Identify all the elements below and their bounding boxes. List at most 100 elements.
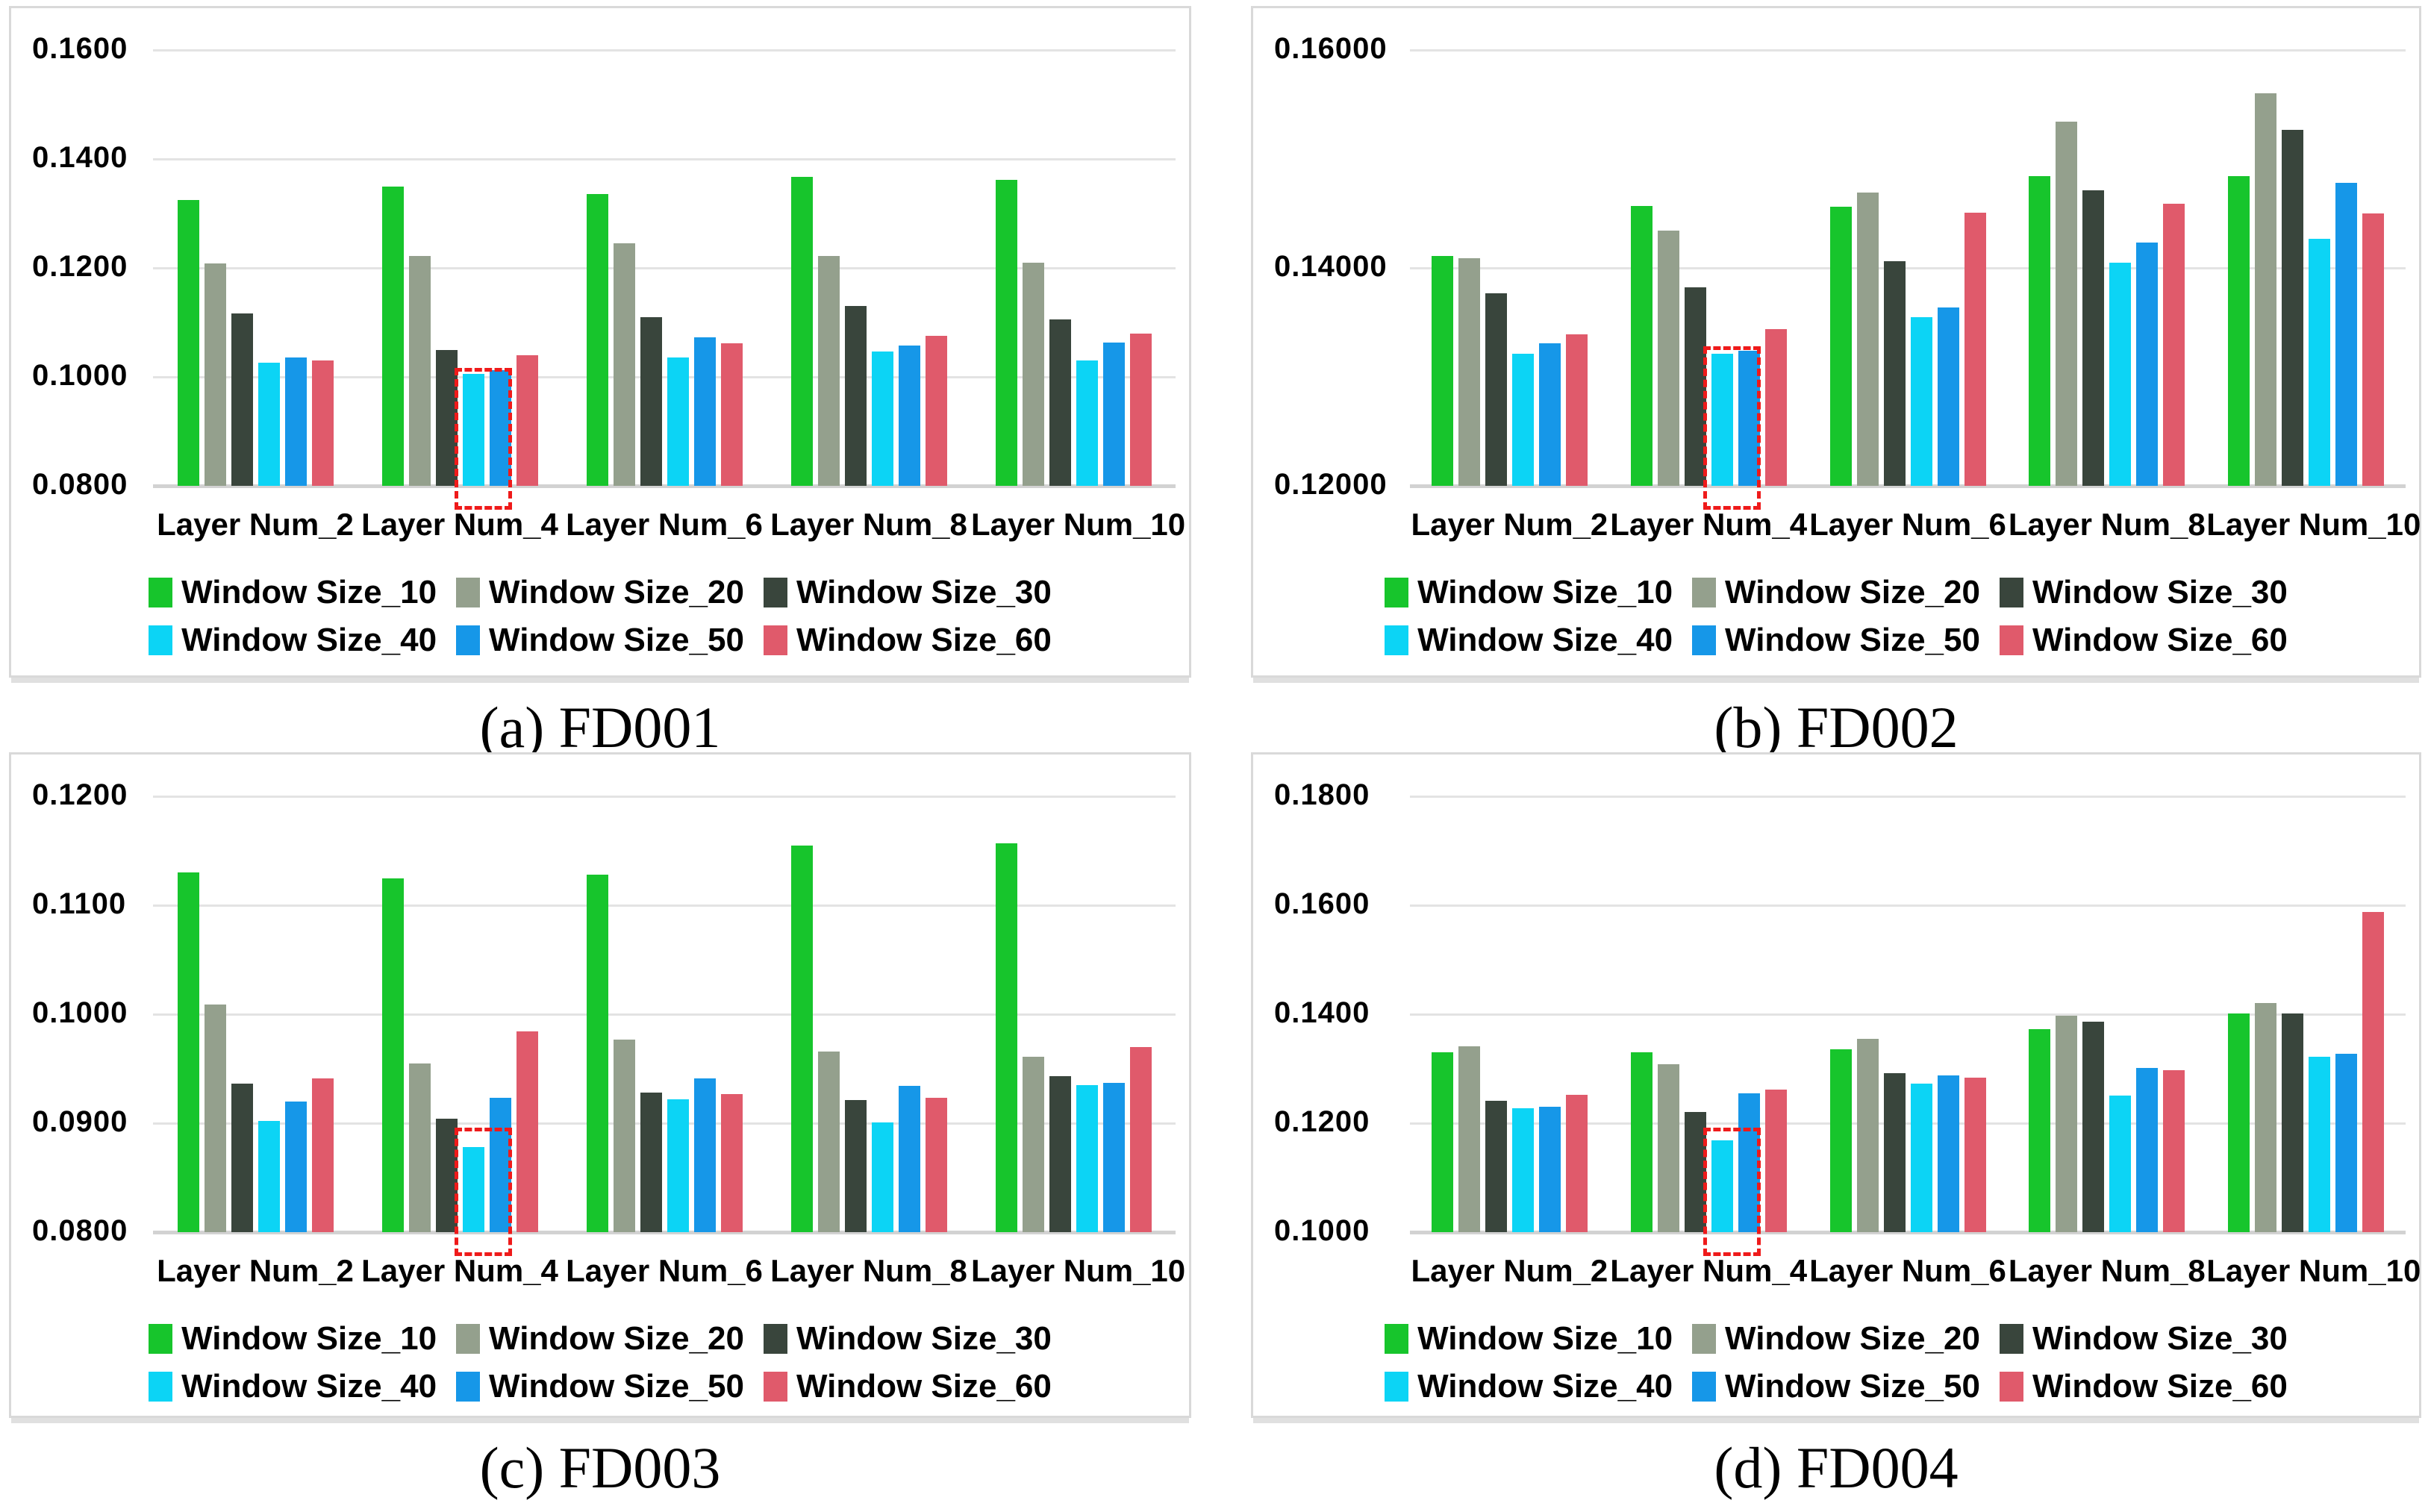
legend-label: Window Size_10 — [181, 574, 437, 610]
plot-area: Layer Num_2 Layer Num_4 Layer Num_6 Layer N… — [153, 49, 1185, 542]
bar-window-size-10 — [2228, 176, 2250, 486]
bar-window-size-30 — [1684, 287, 1706, 486]
legend-label: Window Size_40 — [1417, 622, 1673, 658]
bar-window-size-60 — [1565, 1095, 1588, 1232]
chart-figure-fd002: Layer Num_2 Layer Num_4 Layer Num_6 Layer N… — [1251, 6, 2421, 761]
legend-label: Window Size_10 — [181, 1320, 437, 1357]
x-category-label: Layer Num_8 — [770, 1253, 967, 1288]
legend-swatch-window-size-60 — [763, 1372, 787, 1402]
bar-window-size-10 — [2029, 1029, 2051, 1232]
bar-window-size-40 — [2309, 238, 2331, 486]
chart-figure-fd001: Layer Num_2 Layer Num_4 Layer Num_6 Layer N… — [9, 6, 1191, 761]
bar-window-size-30 — [1485, 1101, 1507, 1232]
bar-window-size-20 — [1657, 1064, 1679, 1232]
legend-label: Window Size_10 — [1417, 574, 1673, 610]
bar-window-size-20 — [1856, 1038, 1879, 1232]
chart-panel: Layer Num_2 Layer Num_4 Layer Num_6 Layer N… — [1251, 6, 2421, 678]
legend-item-window-size-40: Window Size_40 — [1385, 622, 1673, 659]
legend-item-window-size-50: Window Size_50 — [1692, 1368, 1980, 1405]
legend-label: Window Size_20 — [1725, 1320, 1980, 1357]
bar-window-size-20 — [1022, 1056, 1044, 1232]
legend-item-window-size-30: Window Size_30 — [763, 574, 1052, 611]
legend-label: Window Size_30 — [796, 1320, 1052, 1357]
x-category-label: Layer Num_10 — [2206, 1253, 2421, 1288]
legend-item-window-size-60: Window Size_60 — [1999, 1368, 2288, 1405]
bar-window-size-40 — [258, 1121, 280, 1232]
y-tick-label: 0.12000 — [1274, 468, 1388, 501]
legend-swatch-window-size-50 — [456, 625, 481, 655]
gridline — [153, 1013, 1176, 1016]
legend-item-window-size-20: Window Size_20 — [1692, 574, 1980, 611]
legend-item-window-size-60: Window Size_60 — [1999, 622, 2288, 659]
x-category-label: Layer Num_2 — [1411, 507, 1608, 542]
bar-window-size-40 — [1076, 360, 1098, 486]
x-category-label: Layer Num_8 — [2008, 1253, 2206, 1288]
bar-window-size-30 — [640, 316, 662, 486]
bar-window-size-20 — [2255, 93, 2277, 486]
bar-window-size-10 — [1431, 1052, 1453, 1232]
y-tick-label: 0.0800 — [32, 1214, 128, 1247]
highlight-box — [454, 368, 512, 510]
bar-window-size-60 — [1964, 212, 1986, 486]
bar-window-size-20 — [1022, 263, 1044, 486]
y-tick-label: 0.1200 — [32, 250, 128, 283]
bar-window-size-40 — [2109, 262, 2132, 486]
bar-window-size-60 — [2362, 912, 2385, 1232]
legend-swatch-window-size-40 — [149, 1372, 173, 1402]
gridline — [1410, 267, 2406, 269]
legend-label: Window Size_40 — [1417, 1368, 1673, 1405]
bar-window-size-30 — [2082, 190, 2105, 486]
gridline — [1410, 49, 2406, 51]
bar-window-size-50 — [489, 369, 511, 486]
legend-row: Window Size_40 Window Size_50 Window Size_… — [1385, 622, 2288, 659]
bar-window-size-40 — [667, 357, 689, 486]
plot-area: Layer Num_2 Layer Num_4 Layer Num_6 Layer N… — [1410, 49, 2421, 542]
legend-label: Window Size_20 — [489, 1320, 744, 1357]
bar-window-size-40 — [1511, 354, 1534, 486]
bar-window-size-20 — [1856, 193, 1879, 486]
bar-window-size-50 — [2335, 1054, 2358, 1232]
legend-label: Window Size_60 — [2032, 1368, 2288, 1405]
legend-item-window-size-10: Window Size_10 — [149, 1320, 437, 1358]
x-axis-line — [153, 484, 1176, 488]
bar-window-size-20 — [1657, 231, 1679, 486]
bar-window-size-30 — [231, 1084, 253, 1232]
bar-window-size-20 — [408, 255, 431, 486]
legend-label: Window Size_30 — [2032, 1320, 2288, 1357]
bar-window-size-40 — [871, 351, 893, 486]
legend-label: Window Size_40 — [181, 1368, 437, 1405]
chart-figure-fd003: Layer Num_2 Layer Num_4 Layer Num_6 Layer N… — [9, 752, 1191, 1502]
legend-label: Window Size_60 — [2032, 622, 2288, 658]
bar-window-size-60 — [2362, 213, 2385, 486]
bar-window-size-50 — [1738, 350, 1760, 486]
legend-item-window-size-20: Window Size_20 — [456, 574, 744, 611]
gridline — [1410, 1013, 2406, 1016]
gridline — [153, 267, 1176, 269]
bar-window-size-40 — [1076, 1084, 1098, 1232]
legend-item-window-size-40: Window Size_40 — [149, 1368, 437, 1405]
y-tick-label: 0.0800 — [32, 468, 128, 501]
bar-window-size-50 — [1937, 307, 1959, 486]
x-axis-line — [1410, 1231, 2406, 1234]
bar-window-size-30 — [1684, 1111, 1706, 1232]
y-tick-label: 0.1400 — [32, 141, 128, 174]
bar-window-size-20 — [1458, 1046, 1480, 1232]
legend-item-window-size-30: Window Size_30 — [1999, 574, 2288, 611]
bar-window-size-50 — [693, 1078, 716, 1232]
bar-window-size-50 — [898, 345, 920, 486]
legend-label: Window Size_30 — [796, 574, 1052, 610]
y-tick-label: 0.16000 — [1274, 32, 1388, 65]
legend-item-window-size-30: Window Size_30 — [1999, 1320, 2288, 1358]
legend-item-window-size-60: Window Size_60 — [763, 1368, 1052, 1405]
bar-window-size-20 — [1458, 257, 1480, 486]
bar-window-size-60 — [1764, 328, 1787, 486]
legend-swatch-window-size-20 — [456, 1324, 481, 1354]
x-category-label: Layer Num_4 — [1610, 507, 1808, 542]
legend-swatch-window-size-40 — [1385, 625, 1409, 655]
x-category-label: Layer Num_8 — [770, 507, 967, 542]
bar-window-size-50 — [1102, 1082, 1125, 1232]
bar-window-size-60 — [720, 343, 743, 486]
gridline — [1410, 796, 2406, 798]
chart-caption: (d) FD004 — [1714, 1435, 1959, 1500]
bar-window-size-30 — [1049, 1076, 1071, 1232]
